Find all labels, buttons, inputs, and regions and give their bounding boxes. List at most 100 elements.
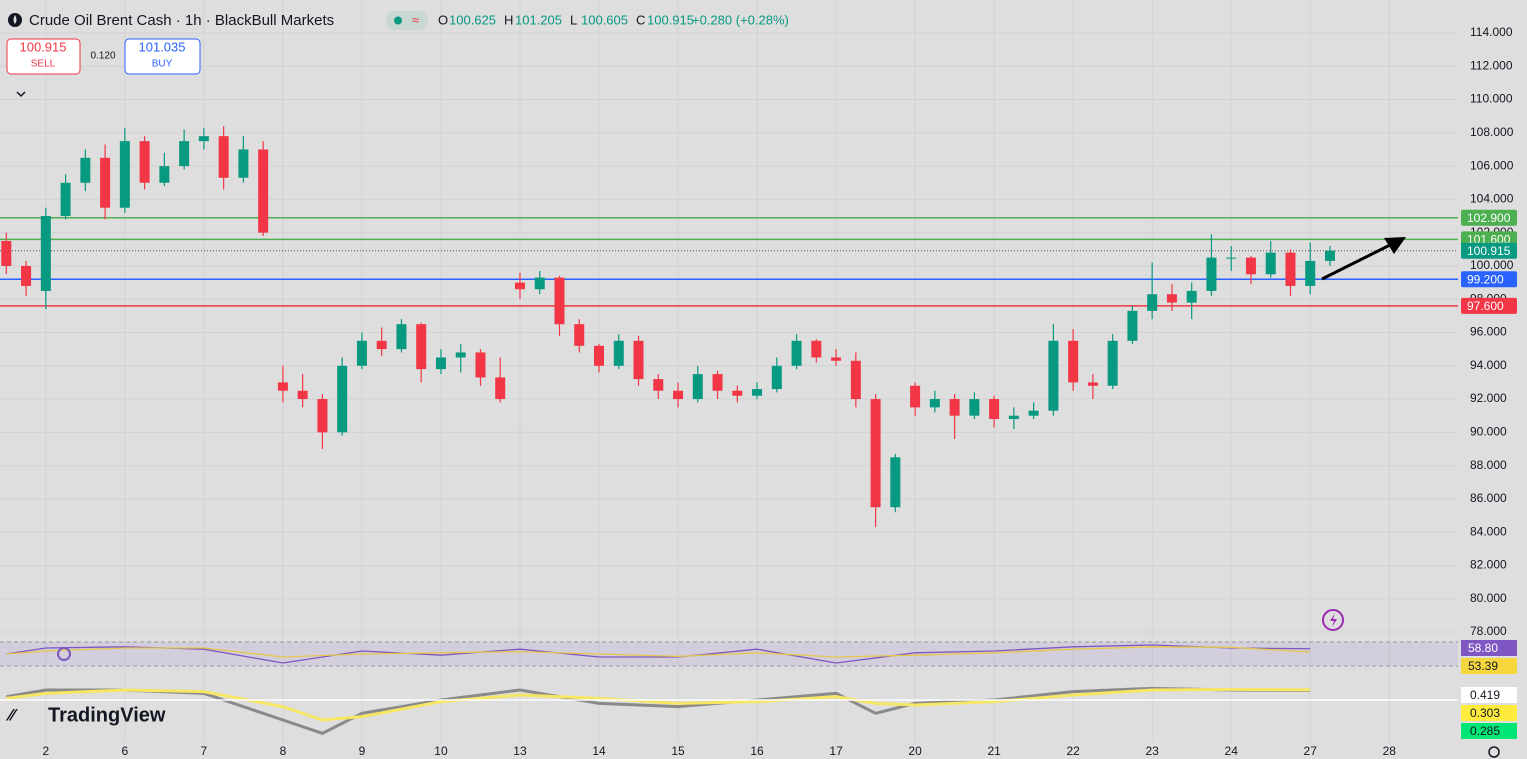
candle-body [80,157,91,183]
indicator-label: 0.303 [1470,706,1500,720]
x-tick-label: 17 [829,744,843,758]
level-label: 99.200 [1467,272,1504,286]
candle-body [1147,294,1158,311]
candle-body [673,390,684,400]
x-tick-label: 22 [1066,744,1080,758]
indicator-icon [57,647,71,661]
y-tick-label: 86.000 [1470,491,1507,505]
ohlc-key: O [438,12,448,27]
candle-body [534,277,545,290]
rsi-band [0,642,1458,666]
drop-icon [13,15,17,24]
candle-body [495,377,506,400]
x-tick-label: 23 [1145,744,1159,758]
candle-body [475,352,486,378]
x-tick-label: 21 [987,744,1001,758]
x-tick-label: 16 [750,744,764,758]
buy-label: BUY [152,59,173,70]
x-tick-label: 10 [434,744,448,758]
indicator-label: 58.80 [1468,641,1498,655]
candle-body [771,365,782,390]
candle-body [435,357,446,370]
candle-body [752,389,763,396]
buy-button[interactable] [124,38,201,75]
x-tick-label: 7 [201,744,208,758]
candle-body [198,136,209,142]
candle-body [40,216,51,291]
x-tick-label: 15 [671,744,685,758]
status-icon: ≈ [412,12,419,27]
indicator-label: 0.285 [1470,724,1500,738]
candle-body [119,141,130,208]
indicator-label: 0.419 [1470,688,1500,702]
grid [0,0,1458,742]
plot [0,126,1458,735]
candle-body [613,340,624,366]
y-tick-label: 88.000 [1470,458,1507,472]
indicator-label-box [1461,640,1517,656]
candle-body [297,390,308,400]
sell-button[interactable] [6,38,81,75]
y-tick-label: 78.000 [1470,624,1507,638]
candle-body [1107,340,1118,386]
x-tick-label: 28 [1383,744,1397,758]
sell-label: SELL [31,59,56,70]
candle-body [554,277,565,325]
indicator-label: 53.39 [1468,659,1498,673]
y-tick-label: 106.000 [1470,158,1514,172]
y-tick-label: 114.000 [1470,25,1513,39]
arrow-line [1321,242,1393,281]
candle-body [870,399,881,508]
sell-price: 100.915 [20,39,67,54]
candle-body [100,157,111,208]
candle-body [811,340,822,358]
candle-body [1324,250,1335,261]
candle-body [179,141,190,167]
candle-body [1127,310,1138,341]
candle-body [1245,257,1256,275]
candle-body [692,374,703,400]
y-tick-label: 104.000 [1470,192,1514,206]
candle-body [732,390,743,396]
candle-body [1008,415,1019,420]
ohlc-key: H [504,12,513,27]
candle-body [850,360,861,400]
settings-icon[interactable] [1488,746,1500,758]
x-tick-label: 24 [1225,744,1239,758]
candle-body [455,352,466,358]
collapse-chevron[interactable] [16,91,26,98]
candle-body [258,149,269,233]
chart-title: Crude Oil Brent Cash · 1h · BlackBull Ma… [29,12,334,29]
candle-body [356,340,367,366]
indicator-label-box [1461,723,1517,739]
x-tick-label: 20 [908,744,922,758]
x-tick-label: 6 [122,744,129,758]
candle-body [910,385,921,408]
level-label: 102.900 [1467,211,1511,225]
candle-body [416,324,427,370]
candle-body [1206,257,1217,291]
x-tick-label: 27 [1304,744,1318,758]
status-dot [394,16,402,25]
candle-body [1028,410,1039,416]
candle-body [218,136,229,178]
y-tick-label: 96.000 [1470,325,1507,339]
candle-body [1048,340,1059,411]
indicator-line [6,687,1311,722]
x-tick-label: 13 [513,744,527,758]
alert-icon[interactable] [1322,609,1344,631]
indicator-line [6,686,1311,735]
last-price-box [1461,242,1517,259]
y-tick-label: 94.000 [1470,358,1507,372]
indicator-label-box [1461,687,1517,703]
brand: TradingView [48,704,166,726]
candle-body [712,374,723,391]
candle-body [594,345,605,366]
y-tick-label: 80.000 [1470,591,1507,605]
candle-body [1226,257,1237,259]
candle-body [1305,260,1316,286]
x-tick-label: 8 [280,744,287,758]
candle-body [831,357,842,361]
status-badge [386,11,428,30]
